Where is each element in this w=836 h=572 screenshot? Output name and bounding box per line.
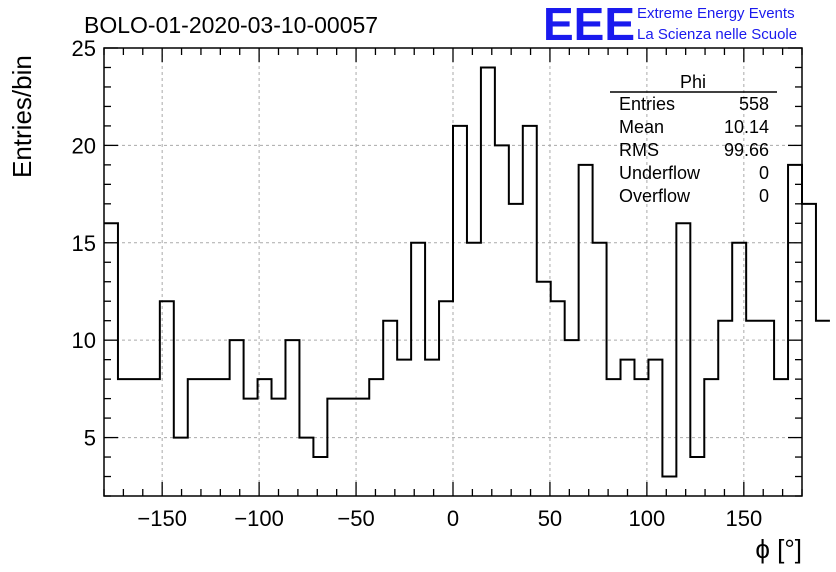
stats-value: 558	[739, 94, 769, 114]
x-tick-label: 100	[629, 506, 666, 531]
y-tick-label: 20	[72, 133, 96, 158]
x-tick-label: 50	[538, 506, 562, 531]
stats-label: Mean	[619, 117, 664, 137]
chart-title: BOLO-01-2020-03-10-00057	[84, 12, 378, 38]
y-axis-label: Entries/bin	[7, 55, 37, 178]
stats-box: Phi Entries 558 Mean 10.14 RMS 99.66 Underflow…	[610, 72, 777, 206]
stats-value: 0	[759, 163, 769, 183]
eee-logo: EEE Extreme Energy Events La Scienza nel…	[543, 0, 797, 50]
stats-label: Overflow	[619, 186, 691, 206]
histogram-line	[104, 66, 830, 478]
x-tick-label: 150	[725, 506, 762, 531]
stats-title: Phi	[680, 72, 706, 92]
y-tick-label: 15	[72, 231, 96, 256]
x-tick-label: −50	[337, 506, 374, 531]
eee-logo-mark: EEE	[543, 0, 635, 50]
stats-label: RMS	[619, 140, 659, 160]
y-tick-label: 10	[72, 328, 96, 353]
axes: −150 −100 −50 0 50 100 150 5 10 15 20 25	[72, 36, 803, 531]
y-tick-label: 25	[72, 36, 96, 61]
x-axis-label: ϕ [°]	[755, 534, 802, 564]
stats-value: 99.66	[724, 140, 769, 160]
logo-line-1: Extreme Energy Events	[637, 5, 795, 22]
stats-label: Entries	[619, 94, 675, 114]
x-tick-label: −100	[234, 506, 284, 531]
stats-value: 0	[759, 186, 769, 206]
stats-label: Underflow	[619, 163, 701, 183]
x-tick-label: 0	[447, 506, 459, 531]
x-tick-label: −150	[137, 506, 187, 531]
stats-value: 10.14	[724, 117, 769, 137]
y-tick-label: 5	[84, 426, 96, 451]
logo-line-2: La Scienza nelle Scuole	[637, 26, 797, 43]
